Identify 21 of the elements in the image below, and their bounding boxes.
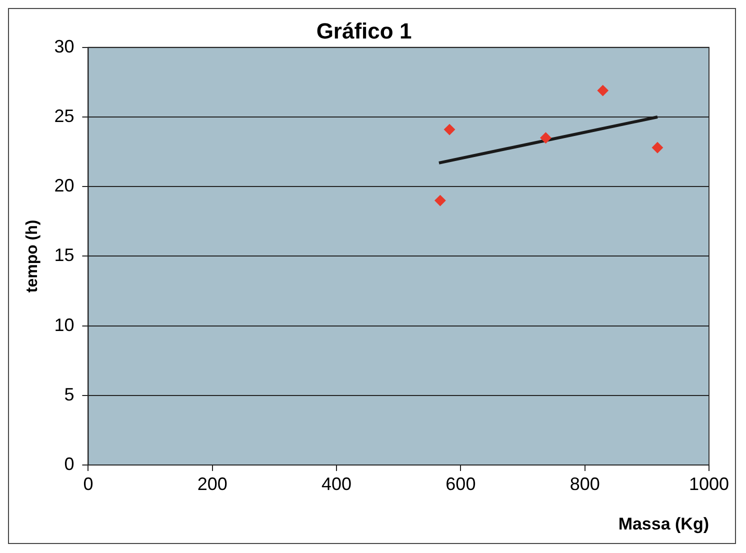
y-tick-label: 5 [64, 384, 74, 404]
point [540, 132, 552, 144]
y-tick-label: 10 [54, 314, 74, 335]
chart-title: Gráfico 1 [316, 18, 412, 44]
x-tick-label: 600 [446, 474, 476, 494]
y-tick-label: 25 [54, 106, 74, 126]
x-tick-label: 200 [197, 474, 228, 494]
point [434, 195, 446, 206]
x-axis-title: Massa (Kg) [618, 514, 709, 534]
y-axis-title: tempo (h) [24, 220, 42, 293]
point [597, 85, 608, 96]
x-tick-label: 800 [570, 474, 600, 494]
y-tick-label: 0 [64, 454, 74, 474]
point [444, 124, 456, 136]
point [652, 142, 663, 154]
x-tick-label: 1000 [688, 474, 730, 494]
y-tick-label: 15 [54, 245, 74, 266]
y-tick-label: 20 [54, 176, 74, 196]
y-tick-label: 30 [54, 36, 74, 56]
x-tick-label: 400 [322, 474, 352, 494]
x-tick-label: 0 [83, 474, 94, 494]
